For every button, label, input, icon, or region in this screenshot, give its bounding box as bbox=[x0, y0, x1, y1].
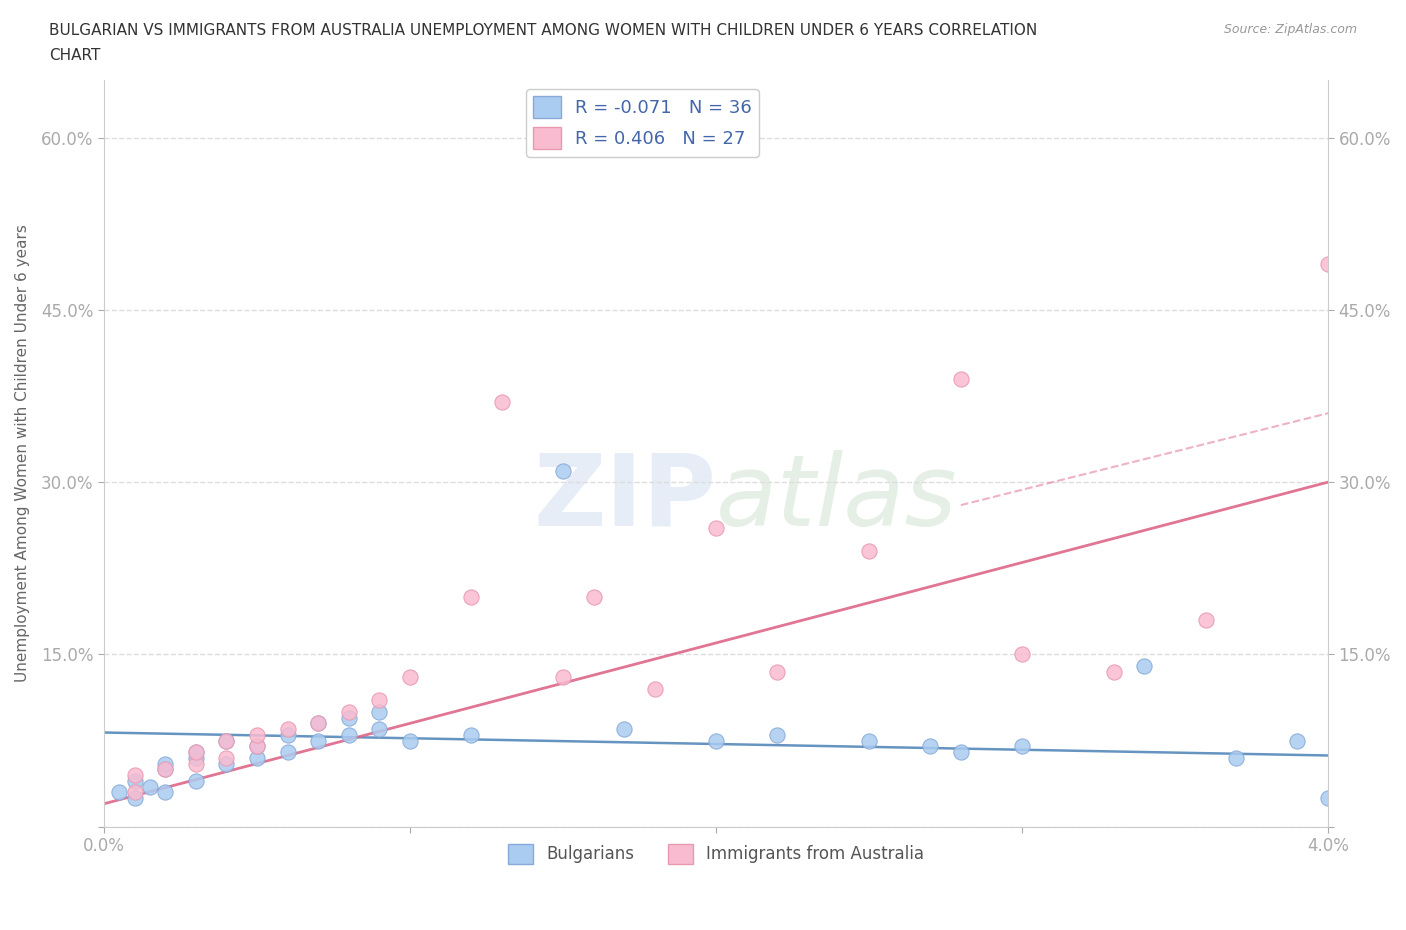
Point bbox=[215, 733, 238, 748]
Point bbox=[307, 716, 329, 731]
Point bbox=[155, 756, 177, 771]
Point bbox=[337, 727, 360, 742]
Point bbox=[124, 774, 146, 789]
Point bbox=[124, 790, 146, 805]
Point bbox=[124, 767, 146, 782]
Point bbox=[613, 722, 636, 737]
Point bbox=[949, 745, 972, 760]
Text: ZIP: ZIP bbox=[533, 450, 716, 547]
Point bbox=[1317, 257, 1340, 272]
Point bbox=[920, 738, 942, 753]
Point bbox=[155, 785, 177, 800]
Point bbox=[399, 733, 422, 748]
Point bbox=[307, 733, 329, 748]
Point bbox=[1133, 658, 1156, 673]
Point bbox=[246, 751, 269, 765]
Point bbox=[1317, 790, 1340, 805]
Point bbox=[460, 727, 482, 742]
Point bbox=[139, 779, 162, 794]
Point bbox=[277, 727, 299, 742]
Text: Source: ZipAtlas.com: Source: ZipAtlas.com bbox=[1223, 23, 1357, 36]
Point bbox=[1225, 751, 1247, 765]
Point bbox=[766, 664, 789, 679]
Point bbox=[155, 762, 177, 777]
Point bbox=[368, 722, 391, 737]
Point bbox=[277, 745, 299, 760]
Text: atlas: atlas bbox=[716, 450, 957, 547]
Point bbox=[858, 544, 880, 559]
Point bbox=[108, 785, 131, 800]
Text: CHART: CHART bbox=[49, 48, 101, 63]
Text: BULGARIAN VS IMMIGRANTS FROM AUSTRALIA UNEMPLOYMENT AMONG WOMEN WITH CHILDREN UN: BULGARIAN VS IMMIGRANTS FROM AUSTRALIA U… bbox=[49, 23, 1038, 38]
Point bbox=[215, 756, 238, 771]
Point bbox=[858, 733, 880, 748]
Point bbox=[399, 670, 422, 684]
Point bbox=[644, 682, 666, 697]
Point bbox=[184, 751, 207, 765]
Point bbox=[368, 704, 391, 719]
Legend: Bulgarians, Immigrants from Australia: Bulgarians, Immigrants from Australia bbox=[502, 837, 931, 870]
Point bbox=[1286, 733, 1309, 748]
Y-axis label: Unemployment Among Women with Children Under 6 years: Unemployment Among Women with Children U… bbox=[15, 224, 30, 683]
Point bbox=[491, 394, 513, 409]
Point bbox=[1011, 738, 1033, 753]
Point bbox=[1195, 613, 1218, 628]
Point bbox=[337, 704, 360, 719]
Point bbox=[246, 738, 269, 753]
Point bbox=[766, 727, 789, 742]
Point bbox=[215, 751, 238, 765]
Point bbox=[184, 745, 207, 760]
Point bbox=[704, 733, 727, 748]
Point bbox=[551, 670, 574, 684]
Point bbox=[368, 693, 391, 708]
Point bbox=[277, 722, 299, 737]
Point bbox=[1011, 647, 1033, 662]
Point bbox=[551, 463, 574, 478]
Point bbox=[184, 756, 207, 771]
Point bbox=[184, 745, 207, 760]
Point bbox=[246, 727, 269, 742]
Point bbox=[215, 733, 238, 748]
Point bbox=[124, 785, 146, 800]
Point bbox=[949, 371, 972, 386]
Point bbox=[704, 521, 727, 536]
Point bbox=[307, 716, 329, 731]
Point bbox=[1102, 664, 1125, 679]
Point bbox=[184, 774, 207, 789]
Point bbox=[582, 590, 605, 604]
Point bbox=[246, 738, 269, 753]
Point bbox=[155, 762, 177, 777]
Point bbox=[337, 711, 360, 725]
Point bbox=[460, 590, 482, 604]
